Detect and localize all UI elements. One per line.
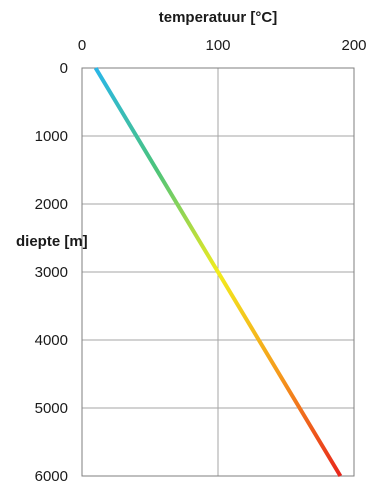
y-tick-labels: 0 1000 2000 3000 4000 5000 6000: [35, 60, 68, 485]
y-tick-label: 2000: [35, 196, 68, 213]
grid-lines: [82, 68, 354, 476]
y-axis-title: diepte [m]: [16, 233, 88, 250]
plot-border: [81, 67, 355, 477]
series-layer: [93, 66, 343, 478]
y-tick-label: 3000: [35, 264, 68, 281]
y-tick-label: 5000: [35, 400, 68, 417]
plot-area: [81, 67, 355, 477]
x-tick-label: 100: [205, 37, 230, 54]
y-tick-label: 0: [60, 60, 68, 77]
x-axis-title: temperatuur [°C]: [159, 9, 278, 26]
y-tick-label: 6000: [35, 468, 68, 485]
temperature-depth-line: [93, 66, 343, 478]
x-tick-label: 200: [341, 37, 366, 54]
x-tick-label: 0: [78, 37, 86, 54]
x-tick-labels: 0 100 200: [78, 37, 367, 54]
y-tick-label: 4000: [35, 332, 68, 349]
y-tick-label: 1000: [35, 128, 68, 145]
